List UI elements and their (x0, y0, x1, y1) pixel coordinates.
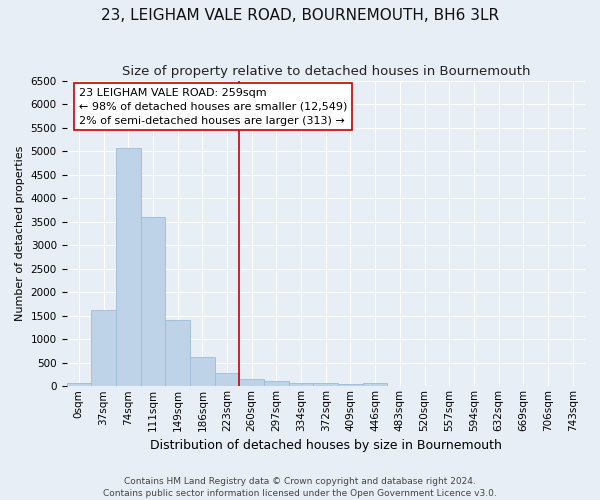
Bar (264, 381, 289, 386)
Text: 23 LEIGHAM VALE ROAD: 259sqm
← 98% of detached houses are smaller (12,549)
2% of: 23 LEIGHAM VALE ROAD: 259sqm ← 98% of de… (79, 88, 347, 126)
Bar (190, 357, 215, 386)
Bar (363, 384, 388, 386)
Bar (239, 379, 264, 386)
Y-axis label: Number of detached properties: Number of detached properties (15, 146, 25, 321)
Bar (140, 217, 165, 386)
Bar (289, 382, 313, 386)
Bar (215, 372, 239, 386)
X-axis label: Distribution of detached houses by size in Bournemouth: Distribution of detached houses by size … (150, 440, 502, 452)
Bar (313, 384, 338, 386)
Bar (91, 310, 116, 386)
Bar (338, 384, 363, 386)
Bar (67, 383, 91, 386)
Text: 23, LEIGHAM VALE ROAD, BOURNEMOUTH, BH6 3LR: 23, LEIGHAM VALE ROAD, BOURNEMOUTH, BH6 … (101, 8, 499, 22)
Text: Contains HM Land Registry data © Crown copyright and database right 2024.
Contai: Contains HM Land Registry data © Crown c… (103, 476, 497, 498)
Bar (116, 148, 140, 386)
Bar (165, 320, 190, 386)
Title: Size of property relative to detached houses in Bournemouth: Size of property relative to detached ho… (122, 65, 530, 78)
